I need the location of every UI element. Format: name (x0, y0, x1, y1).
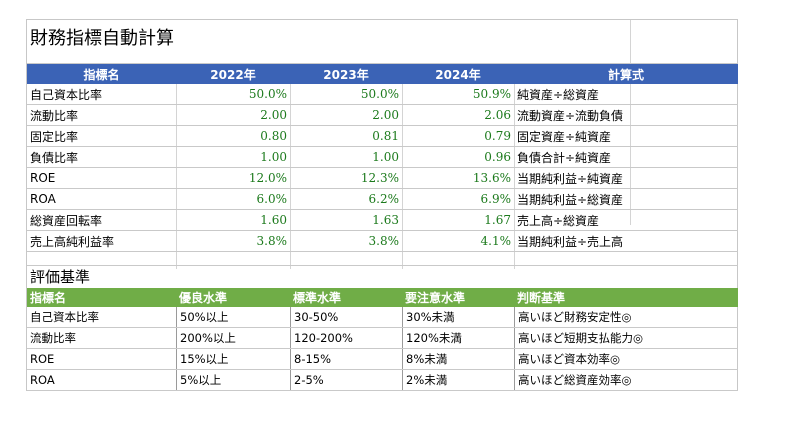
formula: 固定資産÷純資産 (517, 129, 612, 144)
value-2024: 6.9% (480, 192, 512, 206)
value-2024: 0.96 (484, 150, 511, 164)
value-2024: 1.67 (484, 213, 511, 227)
metric-row: ROE 12.0% 12.3% 13.6% 当期純利益÷純資産 (27, 168, 738, 189)
metrics-header-row: 指標名 2022年 2023年 2024年 計算式 (27, 64, 738, 84)
metric-row: 流動比率 2.00 2.00 2.06 流動資産÷流動負債 (27, 105, 738, 126)
metric-name: 総資産回転率 (30, 213, 103, 228)
criteria-header-good: 優良水準 (179, 291, 228, 305)
value-2023: 3.8% (368, 234, 400, 248)
criteria-good: 5%以上 (176, 370, 290, 390)
header-2024: 2024年 (435, 67, 481, 82)
header-2023: 2023年 (323, 67, 369, 82)
value-2022: 12.0% (248, 171, 287, 185)
criteria-good: 200%以上 (176, 328, 290, 348)
criteria-judgement: 高いほど財務安定性◎ (514, 307, 738, 327)
criteria-section-title: 評価基準 (30, 268, 91, 286)
metric-name: 売上高純利益率 (30, 234, 115, 249)
criteria-good: 50%以上 (176, 307, 290, 327)
metric-name: ROA (30, 192, 56, 206)
metric-row: 総資産回転率 1.60 1.63 1.67 売上高÷総資産 (27, 210, 738, 231)
criteria-header-standard: 標準水準 (293, 291, 342, 305)
criteria-name: 自己資本比率 (30, 310, 99, 324)
value-2023: 50.0% (360, 87, 399, 101)
value-2024: 0.79 (484, 129, 511, 143)
formula: 負債合計÷純資産 (517, 150, 612, 165)
value-2022: 0.80 (260, 129, 287, 143)
value-2024: 2.06 (484, 108, 511, 122)
formula: 売上高÷総資産 (517, 213, 600, 228)
col-line-5 (630, 20, 631, 225)
criteria-caution: 2%未満 (402, 370, 514, 390)
value-2024: 50.9% (472, 87, 511, 101)
sheet-title: 財務指標自動計算 (30, 28, 174, 49)
formula: 流動資産÷流動負債 (517, 108, 624, 123)
col-line-1 (176, 64, 177, 269)
metric-name: 負債比率 (30, 150, 79, 165)
metric-row: 自己資本比率 50.0% 50.0% 50.9% 純資産÷総資産 (27, 84, 738, 105)
header-metric-name: 指標名 (83, 67, 120, 82)
value-2023: 2.00 (372, 108, 399, 122)
col-line-2 (290, 64, 291, 269)
criteria-header-row: 指標名 優良水準 標準水準 要注意水準 判断基準 (27, 288, 738, 307)
criteria-row: ROA 5%以上 2-5% 2%未満 高いほど総資産効率◎ (27, 370, 738, 391)
value-2022: 1.00 (260, 150, 287, 164)
metric-row: ROA 6.0% 6.2% 6.9% 当期純利益÷総資産 (27, 189, 738, 210)
criteria-caution: 8%未満 (402, 349, 514, 369)
criteria-standard: 8-15% (290, 349, 402, 369)
metric-row: 負債比率 1.00 1.00 0.96 負債合計÷純資産 (27, 147, 738, 168)
criteria-header-caution: 要注意水準 (405, 291, 466, 305)
value-2024: 13.6% (472, 171, 511, 185)
header-2022: 2022年 (210, 67, 256, 82)
criteria-caution: 30%未満 (402, 307, 514, 327)
formula: 純資産÷総資産 (517, 87, 600, 102)
criteria-row: 自己資本比率 50%以上 30-50% 30%未満 高いほど財務安定性◎ (27, 307, 738, 328)
formula: 当期純利益÷売上高 (517, 234, 624, 249)
criteria-header-name: 指標名 (30, 291, 67, 305)
criteria-standard: 120-200% (290, 328, 402, 348)
value-2022: 50.0% (248, 87, 287, 101)
criteria-header-judgement: 判断基準 (517, 291, 566, 305)
metric-name: 固定比率 (30, 129, 79, 144)
metric-row: 固定比率 0.80 0.81 0.79 固定資産÷純資産 (27, 126, 738, 147)
metric-name: 自己資本比率 (30, 87, 103, 102)
value-2022: 2.00 (260, 108, 287, 122)
value-2023: 1.63 (372, 213, 399, 227)
value-2023: 6.2% (368, 192, 400, 206)
metric-name: 流動比率 (30, 108, 79, 123)
value-2023: 12.3% (360, 171, 399, 185)
empty-row-2 (27, 252, 738, 266)
empty-row (27, 45, 738, 64)
formula: 当期純利益÷総資産 (517, 192, 624, 207)
criteria-good: 15%以上 (176, 349, 290, 369)
criteria-standard: 2-5% (290, 370, 402, 390)
criteria-judgement: 高いほど資本効率◎ (514, 349, 738, 369)
criteria-judgement: 高いほど総資産効率◎ (514, 370, 738, 390)
criteria-caution: 120%未満 (402, 328, 514, 348)
value-2022: 1.60 (260, 213, 287, 227)
metric-row: 売上高純利益率 3.8% 3.8% 4.1% 当期純利益÷売上高 (27, 231, 738, 252)
criteria-row: ROE 15%以上 8-15% 8%未満 高いほど資本効率◎ (27, 349, 738, 370)
spreadsheet: 財務指標自動計算 指標名 2022年 2023年 2024年 計算式 自己資本比… (26, 19, 738, 391)
criteria-name: ROE (30, 352, 55, 366)
criteria-row: 流動比率 200%以上 120-200% 120%未満 高いほど短期支払能力◎ (27, 328, 738, 349)
value-2023: 1.00 (372, 150, 399, 164)
value-2022: 3.8% (256, 234, 288, 248)
criteria-judgement: 高いほど短期支払能力◎ (514, 328, 738, 348)
col-line-3 (402, 64, 403, 269)
col-line-4 (514, 64, 515, 269)
header-formula: 計算式 (607, 67, 644, 82)
value-2024: 4.1% (480, 234, 512, 248)
value-2022: 6.0% (256, 192, 288, 206)
value-2023: 0.81 (372, 129, 399, 143)
criteria-name: 流動比率 (30, 331, 76, 345)
criteria-name: ROA (30, 373, 55, 387)
metric-name: ROE (30, 171, 56, 185)
criteria-standard: 30-50% (290, 307, 402, 327)
formula: 当期純利益÷純資産 (517, 171, 624, 186)
